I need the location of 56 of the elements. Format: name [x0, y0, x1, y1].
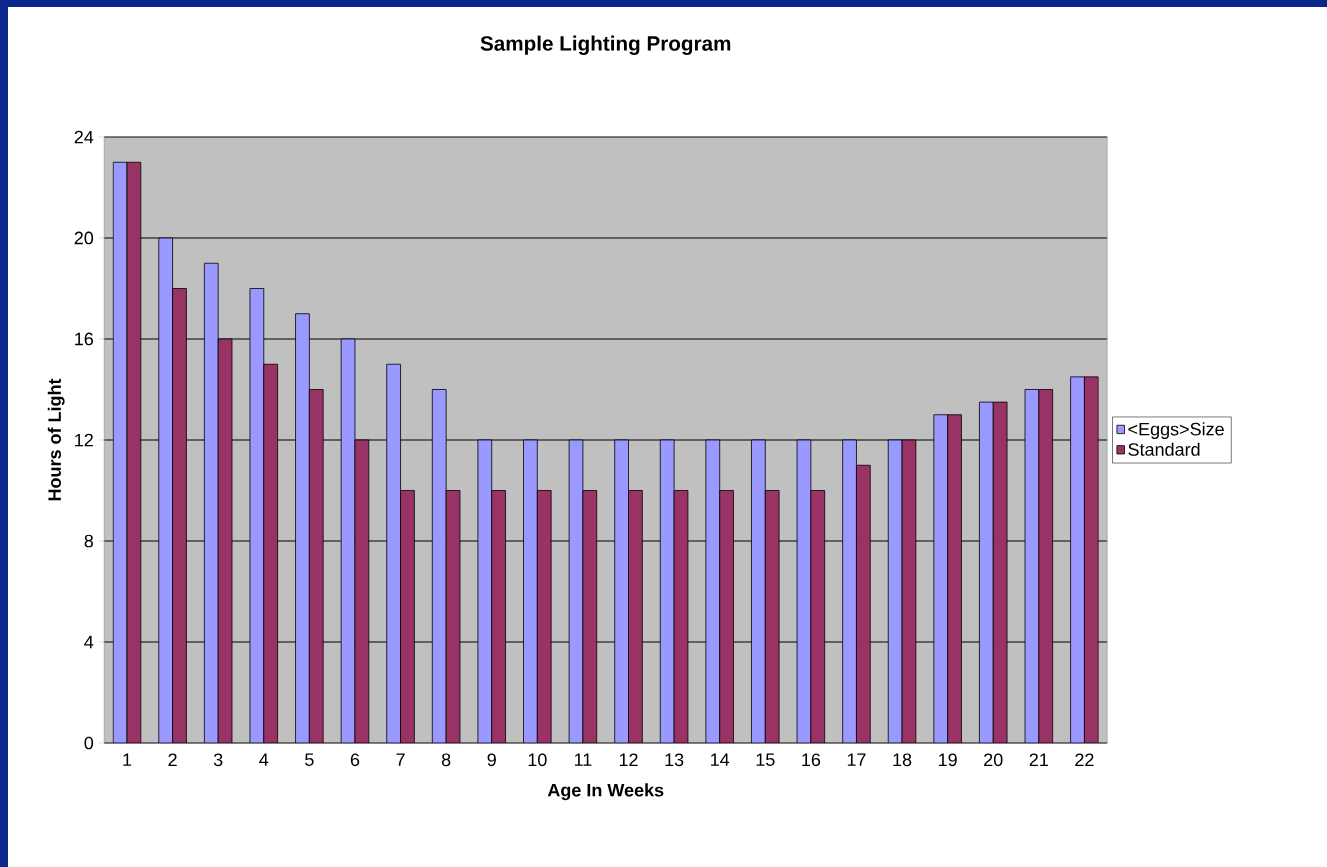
x-axis-title: Age In Weeks	[547, 783, 664, 801]
x-tick-label: 12	[619, 753, 638, 766]
x-tick-label: 9	[487, 753, 496, 767]
x-tick-label: 14	[711, 753, 730, 766]
y-tick-label: 24	[74, 130, 94, 144]
legend-label: Standard	[1128, 442, 1200, 456]
x-tick-label: 5	[305, 753, 314, 766]
y-tick-label: 20	[74, 231, 94, 245]
y-axis-title: Hours of Light	[47, 378, 65, 501]
bar	[1070, 376, 1085, 743]
y-tick-label: 16	[75, 332, 94, 346]
y-tick-label: 12	[75, 433, 93, 447]
bar	[523, 439, 538, 743]
bar	[1084, 376, 1099, 743]
bar	[751, 439, 766, 743]
bar	[856, 464, 871, 743]
x-tick-label: 22	[1075, 753, 1094, 766]
x-tick-label: 17	[847, 753, 866, 766]
bar	[203, 262, 219, 743]
legend-label: <Eggs>Size	[1128, 422, 1224, 440]
bar	[842, 439, 857, 743]
x-tick-label: 11	[574, 753, 592, 766]
x-tick-label: 16	[802, 753, 821, 767]
x-tick-label: 20	[984, 753, 1003, 767]
x-tick-label: 19	[939, 753, 957, 767]
bar	[295, 313, 310, 743]
bar	[386, 363, 401, 743]
y-tick-label: 4	[84, 635, 94, 649]
bar	[979, 401, 994, 743]
chart-title: Sample Lighting Program	[480, 35, 731, 55]
x-tick-label: 3	[213, 753, 223, 767]
bar	[172, 288, 187, 743]
y-tick-label: 8	[84, 534, 94, 548]
bar	[158, 237, 173, 743]
x-tick-label: 8	[441, 753, 451, 767]
x-tick-label: 21	[1029, 753, 1048, 766]
bar	[628, 490, 643, 743]
x-tick-label: 4	[259, 753, 269, 766]
x-tick-label: 18	[893, 753, 912, 767]
bar	[933, 414, 949, 743]
bar	[491, 490, 506, 743]
x-tick-label: 13	[665, 753, 684, 767]
bar	[308, 389, 324, 743]
bar	[1038, 389, 1054, 743]
x-tick-label: 6	[350, 753, 360, 767]
x-tick-label: 7	[396, 753, 405, 766]
bar	[263, 363, 278, 743]
bar	[719, 490, 734, 743]
x-tick-label: 15	[756, 753, 775, 766]
y-tick-label: 0	[84, 736, 94, 750]
bar	[400, 490, 415, 743]
bar	[947, 414, 962, 743]
x-tick-label: 2	[168, 753, 177, 766]
x-tick-label: 10	[528, 753, 547, 767]
bar	[614, 439, 629, 743]
x-tick-label: 1	[123, 753, 132, 766]
